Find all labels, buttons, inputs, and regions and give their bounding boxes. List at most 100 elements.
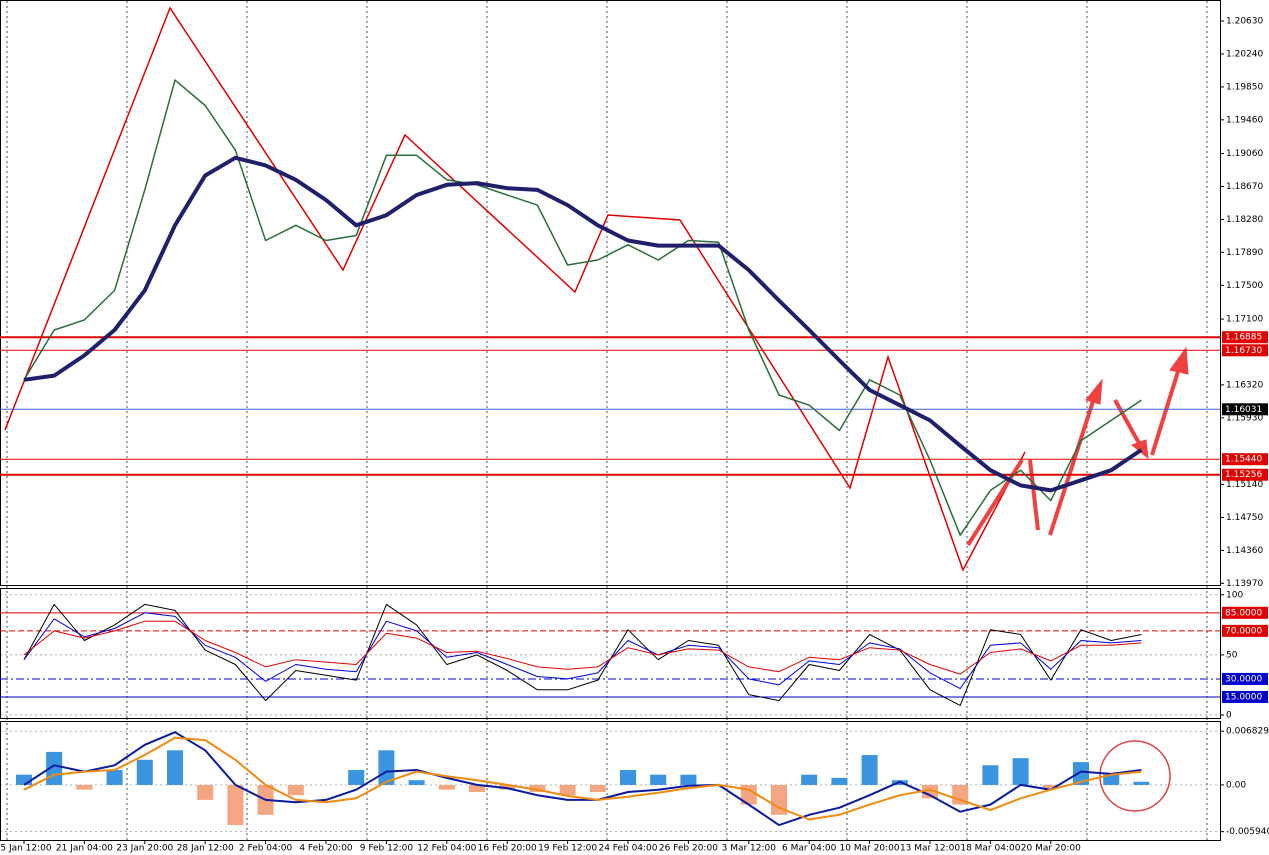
level-label-box: [1222, 606, 1268, 619]
level-label-box: [1222, 672, 1268, 685]
arrowhead: [1169, 346, 1189, 375]
histogram-bar: [378, 750, 395, 785]
y-tick-label: 1.16320: [1226, 380, 1263, 390]
y-tick-label: 1.14750: [1226, 513, 1263, 523]
histogram-bar: [106, 769, 123, 785]
histogram-bar: [982, 765, 999, 785]
highlight-circle: [1099, 740, 1171, 812]
zigzag: [4, 6, 1026, 572]
x-tick-label: 6 Mar 04:00: [782, 844, 837, 854]
x-tick-label: 9 Feb 12:00: [360, 844, 414, 854]
histogram-bar: [922, 784, 938, 799]
histogram-bar: [559, 784, 576, 796]
arrow: [1048, 394, 1097, 536]
y-tick-label: 1.18670: [1226, 182, 1263, 192]
histogram-bar: [136, 759, 153, 785]
series-line: [23, 603, 1142, 706]
series-line: [23, 79, 1142, 536]
y-tick-label: 1.20630: [1226, 17, 1263, 27]
level-label: 30.0000: [1225, 674, 1262, 684]
histogram-bar: [801, 774, 818, 785]
x-tick-label: 16 Feb 20:00: [478, 844, 537, 854]
y-tick-label: 1.19060: [1226, 149, 1263, 159]
x-tick-label: 10 Mar 20:00: [840, 844, 900, 854]
y-tick-label: 50: [1226, 650, 1238, 660]
level-label: 1.16885: [1225, 333, 1262, 343]
series-line: [23, 155, 1143, 493]
panel-border: [0, 0, 1221, 586]
histogram-bar: [197, 784, 214, 800]
panel-border: [0, 588, 1221, 719]
x-tick-label: 13 Mar 12:00: [900, 844, 960, 854]
histogram-bar: [348, 769, 365, 785]
series-line: [23, 612, 1142, 690]
series-line: [23, 731, 1142, 827]
y-tick-label: 1.19850: [1226, 82, 1263, 92]
y-tick-label: 1.13970: [1226, 579, 1263, 589]
y-tick-label: -0.0059409: [1226, 827, 1269, 837]
arrow: [1150, 364, 1182, 456]
level-label: 70.0000: [1225, 626, 1262, 636]
level-label: 85.0000: [1225, 608, 1262, 618]
y-tick-label: 0: [1226, 710, 1232, 720]
x-tick-label: 2 Feb 04:00: [239, 844, 293, 854]
x-tick-label: 19 Feb 12:00: [538, 844, 597, 854]
panel-border: [0, 721, 1221, 841]
histogram-bar: [861, 755, 878, 785]
histogram-bar: [771, 784, 787, 815]
level-label-box: [1222, 331, 1268, 344]
arrow: [1028, 459, 1040, 531]
histogram-bar: [529, 784, 546, 793]
x-tick-label: 24 Feb 04:00: [598, 844, 657, 854]
histogram-bar: [287, 784, 304, 796]
histogram-bar: [620, 769, 636, 785]
histogram-bar: [1103, 774, 1120, 785]
x-tick-label: 20 Mar 20:00: [1021, 844, 1081, 854]
x-tick-label: 12 Feb 04:00: [417, 844, 476, 854]
level-label-box: [1222, 624, 1268, 637]
histogram-bar: [1042, 784, 1059, 789]
x-tick-label: 5 Jan 12:00: [0, 844, 52, 854]
level-label: 15.0000: [1225, 692, 1262, 702]
histogram-bar: [76, 784, 93, 790]
histogram-bar: [469, 784, 485, 793]
histogram-bar: [16, 774, 32, 785]
level-label: 1.16031: [1225, 405, 1262, 415]
y-tick-label: 1.17100: [1226, 315, 1263, 325]
grid: [0, 1, 1220, 840]
x-tick-label: 18 Mar 04:00: [960, 844, 1020, 854]
level-label-box: [1222, 453, 1268, 466]
y-tick-label: 0.00: [1226, 780, 1246, 790]
y-tick-label: 1.15140: [1226, 480, 1263, 490]
histogram-bar: [680, 774, 697, 785]
y-tick-label: 1.17500: [1226, 281, 1263, 291]
x-tick-label: 3 Mar 12:00: [722, 844, 777, 854]
level-label-box: [1222, 690, 1268, 703]
y-tick-label: 100: [1226, 590, 1243, 600]
level-label-box: [1222, 403, 1268, 416]
panel-borders: [0, 0, 1221, 841]
level-label: 1.16730: [1225, 346, 1262, 356]
arrowhead: [1085, 378, 1103, 405]
x-tick-label: 4 Feb 20:00: [299, 844, 353, 854]
x-tick-label: 26 Feb 20:00: [659, 844, 718, 854]
histogram-bar: [831, 777, 848, 785]
level-label: 1.15256: [1225, 470, 1262, 480]
histogram-bar: [438, 784, 455, 790]
x-tick-label: 21 Jan 04:00: [56, 844, 113, 854]
histogram-bar: [589, 784, 606, 793]
histogram-bar: [408, 780, 425, 785]
y-tick-label: 1.19460: [1226, 115, 1263, 125]
histogram-bar: [227, 784, 244, 826]
histogram-bar: [1133, 781, 1150, 785]
level-label-box: [1222, 468, 1268, 481]
x-tick-label: 23 Jan 20:00: [116, 844, 173, 854]
histogram-bar: [952, 784, 969, 805]
arrow: [1113, 399, 1142, 446]
y-tick-label: 0.0068298: [1226, 727, 1269, 737]
histogram-bar: [650, 774, 667, 785]
y-tick-label: 1.20240: [1226, 49, 1263, 59]
y-tick-label: 1.17890: [1226, 248, 1263, 258]
histogram-bar: [167, 750, 183, 785]
